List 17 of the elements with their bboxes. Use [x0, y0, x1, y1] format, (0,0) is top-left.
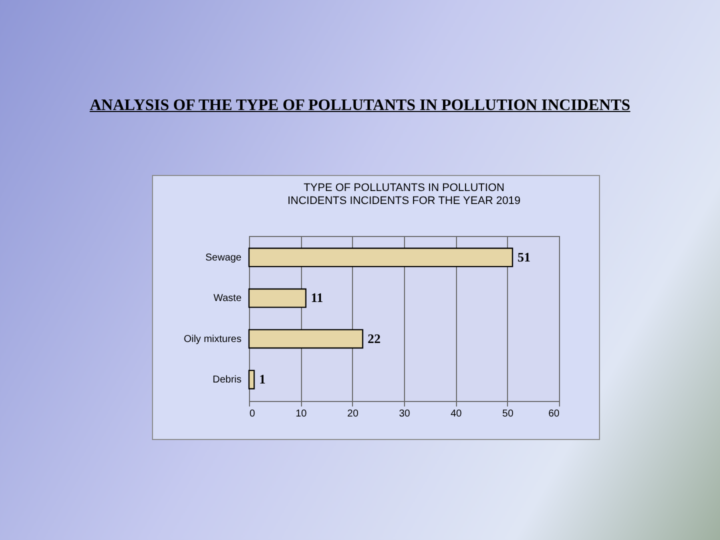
- data-label: 22: [368, 330, 381, 346]
- y-tick-label: Oily mixtures: [184, 334, 242, 345]
- chart-title: ANALYSIS OF THE TYPE OF POLLUTANTS IN POLLUTION INCIDENTS: [88, 97, 632, 115]
- y-tick-label: Sewage: [205, 252, 242, 264]
- x-tick-label: 40: [450, 408, 462, 420]
- chart-subtitle: TYPE OF POLLUTANTS IN POLLUTION INCIDENTS INCIDENTS FOR THE YEAR 2019: [287, 182, 521, 207]
- data-label: 1: [259, 372, 266, 387]
- y-tick-label: Waste: [214, 293, 242, 304]
- x-tick-label: 10: [296, 408, 308, 420]
- x-tick-label: 30: [398, 408, 410, 420]
- data-label: 11: [310, 290, 324, 306]
- x-tick-label: 20: [347, 408, 359, 420]
- y-tick-label: Debris: [212, 374, 242, 386]
- data-label: 51: [518, 249, 530, 264]
- x-tick-label: 50: [502, 408, 514, 420]
- x-tick-label: 0: [250, 408, 256, 420]
- x-tick-label: 60: [548, 408, 560, 420]
